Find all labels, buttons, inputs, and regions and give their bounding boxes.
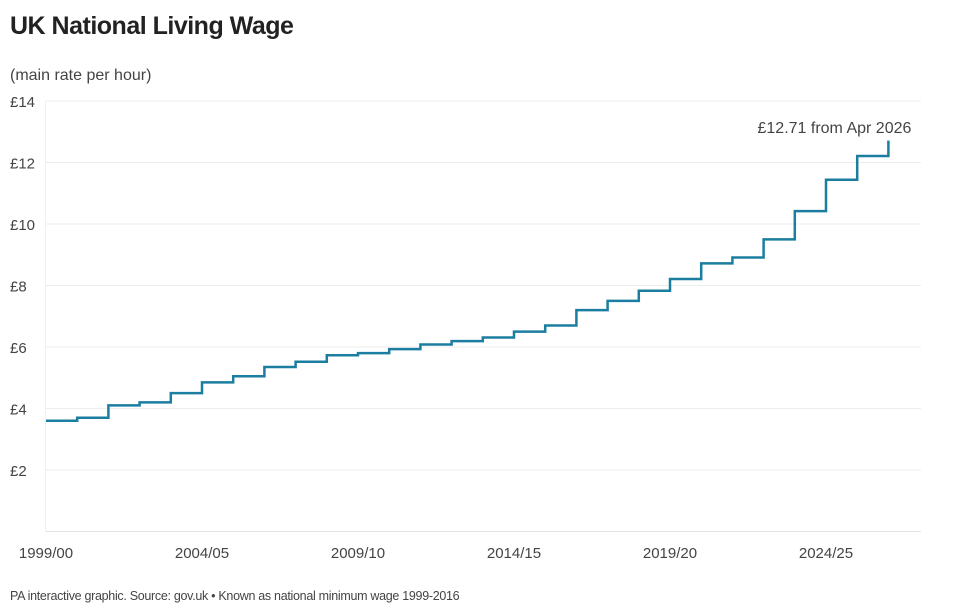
x-tick-label: 2014/15 <box>487 545 541 562</box>
y-tick-label: £6 <box>10 340 27 357</box>
x-tick-label: 1999/00 <box>19 545 73 562</box>
x-tick-label: 2004/05 <box>175 545 229 562</box>
y-tick-label: £12 <box>10 156 35 173</box>
wage-step-line <box>46 140 890 423</box>
y-tick-label: £4 <box>10 402 27 419</box>
source-footer: PA interactive graphic. Source: gov.uk •… <box>10 589 460 603</box>
x-tick-label: 2009/10 <box>331 545 385 562</box>
x-tick-label: 2024/25 <box>799 545 853 562</box>
x-tick-label: 2019/20 <box>643 545 697 562</box>
chart-title: UK National Living Wage <box>10 12 294 40</box>
y-tick-label: £10 <box>10 217 35 234</box>
y-tick-label: £2 <box>10 463 27 480</box>
y-tick-label: £8 <box>10 279 27 296</box>
latest-value-annotation: £12.71 from Apr 2026 <box>758 120 912 137</box>
y-tick-label: £14 <box>10 94 35 111</box>
y-axis-label: (main rate per hour) <box>10 67 152 84</box>
